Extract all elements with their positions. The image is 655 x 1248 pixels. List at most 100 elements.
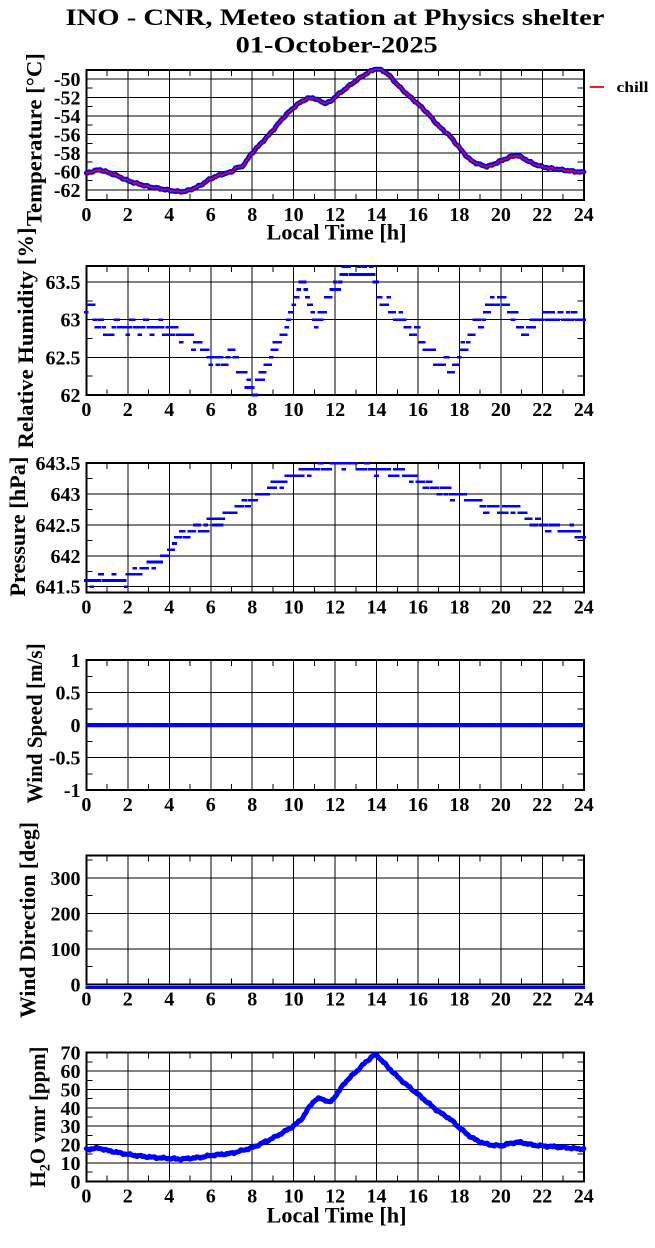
svg-text:300: 300 [51,868,81,890]
svg-text:63.5: 63.5 [46,272,81,294]
svg-text:-52: -52 [54,88,81,110]
svg-text:30: 30 [61,1116,81,1138]
svg-text:Wind Direction [deg]: Wind Direction [deg] [15,822,40,1018]
svg-text:2: 2 [123,794,133,816]
svg-text:-1: -1 [64,780,81,802]
svg-text:10: 10 [284,204,304,226]
svg-text:0: 0 [81,204,91,226]
svg-text:2: 2 [123,597,133,619]
svg-text:4: 4 [164,1185,174,1207]
svg-text:Local Time [h]: Local Time [h] [267,220,407,245]
svg-text:0: 0 [81,794,91,816]
svg-text:H2O vmr [ppm]: H2O vmr [ppm] [25,1047,54,1188]
svg-text:22: 22 [532,399,552,421]
svg-text:20: 20 [491,597,511,619]
svg-text:-60: -60 [54,161,81,183]
svg-text:0.5: 0.5 [56,683,81,705]
svg-text:4: 4 [164,794,174,816]
svg-text:-54: -54 [54,106,81,128]
svg-text:Temperature [°C]: Temperature [°C] [22,53,47,226]
svg-text:63: 63 [61,310,81,332]
svg-text:22: 22 [532,204,552,226]
svg-text:8: 8 [247,399,257,421]
svg-text:16: 16 [408,399,428,421]
svg-text:6: 6 [206,597,216,619]
svg-text:20: 20 [61,1135,81,1157]
svg-text:1: 1 [71,650,81,672]
svg-text:24: 24 [574,204,594,226]
svg-text:4: 4 [164,988,174,1010]
svg-text:6: 6 [206,1185,216,1207]
svg-text:6: 6 [206,794,216,816]
svg-text:Wind Speed [m/s]: Wind Speed [m/s] [22,643,47,803]
svg-text:10: 10 [284,794,304,816]
svg-text:642: 642 [51,546,81,568]
svg-text:Local Time [h]: Local Time [h] [267,1203,407,1228]
svg-text:12: 12 [325,597,345,619]
svg-text:2: 2 [123,1185,133,1207]
svg-text:18: 18 [449,794,469,816]
svg-text:0: 0 [81,597,91,619]
svg-text:-56: -56 [54,124,81,146]
svg-text:Relative Humidity [%]: Relative Humidity [%] [13,228,38,449]
svg-text:2: 2 [123,399,133,421]
svg-text:643.5: 643.5 [36,453,81,475]
svg-text:14: 14 [367,204,387,226]
svg-text:INO - CNR, Meteo station at Ph: INO - CNR, Meteo station at Physics shel… [66,5,605,30]
svg-text:24: 24 [574,399,594,421]
svg-text:12: 12 [325,1185,345,1207]
svg-text:16: 16 [408,1185,428,1207]
svg-text:12: 12 [325,794,345,816]
svg-text:60: 60 [61,1061,81,1083]
svg-text:14: 14 [367,988,387,1010]
svg-text:24: 24 [574,988,594,1010]
svg-text:70: 70 [61,1043,81,1065]
svg-text:12: 12 [325,399,345,421]
svg-text:8: 8 [247,204,257,226]
svg-text:18: 18 [449,1185,469,1207]
svg-text:10: 10 [61,1153,81,1175]
svg-text:8: 8 [247,597,257,619]
svg-text:200: 200 [51,903,81,925]
svg-text:18: 18 [449,399,469,421]
svg-text:Pressure [hPa]: Pressure [hPa] [5,457,30,597]
svg-text:100: 100 [51,939,81,961]
svg-text:22: 22 [532,794,552,816]
svg-text:20: 20 [491,794,511,816]
svg-text:-50: -50 [54,69,81,91]
svg-text:0: 0 [71,974,81,996]
svg-text:20: 20 [491,1185,511,1207]
svg-text:62: 62 [61,385,81,407]
svg-text:4: 4 [164,204,174,226]
svg-text:10: 10 [284,988,304,1010]
svg-text:10: 10 [284,597,304,619]
svg-text:2: 2 [123,988,133,1010]
svg-text:16: 16 [408,988,428,1010]
svg-text:01-October-2025: 01-October-2025 [236,33,438,58]
svg-text:10: 10 [284,1185,304,1207]
svg-text:6: 6 [206,988,216,1010]
svg-text:16: 16 [408,597,428,619]
svg-text:643: 643 [51,484,81,506]
svg-text:641.5: 641.5 [36,577,81,599]
svg-text:-62: -62 [54,180,81,202]
svg-text:642.5: 642.5 [36,515,81,537]
svg-text:20: 20 [491,399,511,421]
svg-text:24: 24 [574,794,594,816]
svg-text:0: 0 [81,988,91,1010]
svg-text:0: 0 [71,715,81,737]
svg-text:10: 10 [284,399,304,421]
svg-text:6: 6 [206,399,216,421]
svg-text:22: 22 [532,988,552,1010]
svg-text:22: 22 [532,597,552,619]
svg-text:14: 14 [367,794,387,816]
svg-text:12: 12 [325,988,345,1010]
svg-text:0: 0 [81,399,91,421]
svg-text:16: 16 [408,204,428,226]
svg-text:2: 2 [123,204,133,226]
svg-text:6: 6 [206,204,216,226]
svg-text:24: 24 [574,1185,594,1207]
svg-text:8: 8 [247,1185,257,1207]
svg-text:20: 20 [491,204,511,226]
svg-text:14: 14 [367,1185,387,1207]
